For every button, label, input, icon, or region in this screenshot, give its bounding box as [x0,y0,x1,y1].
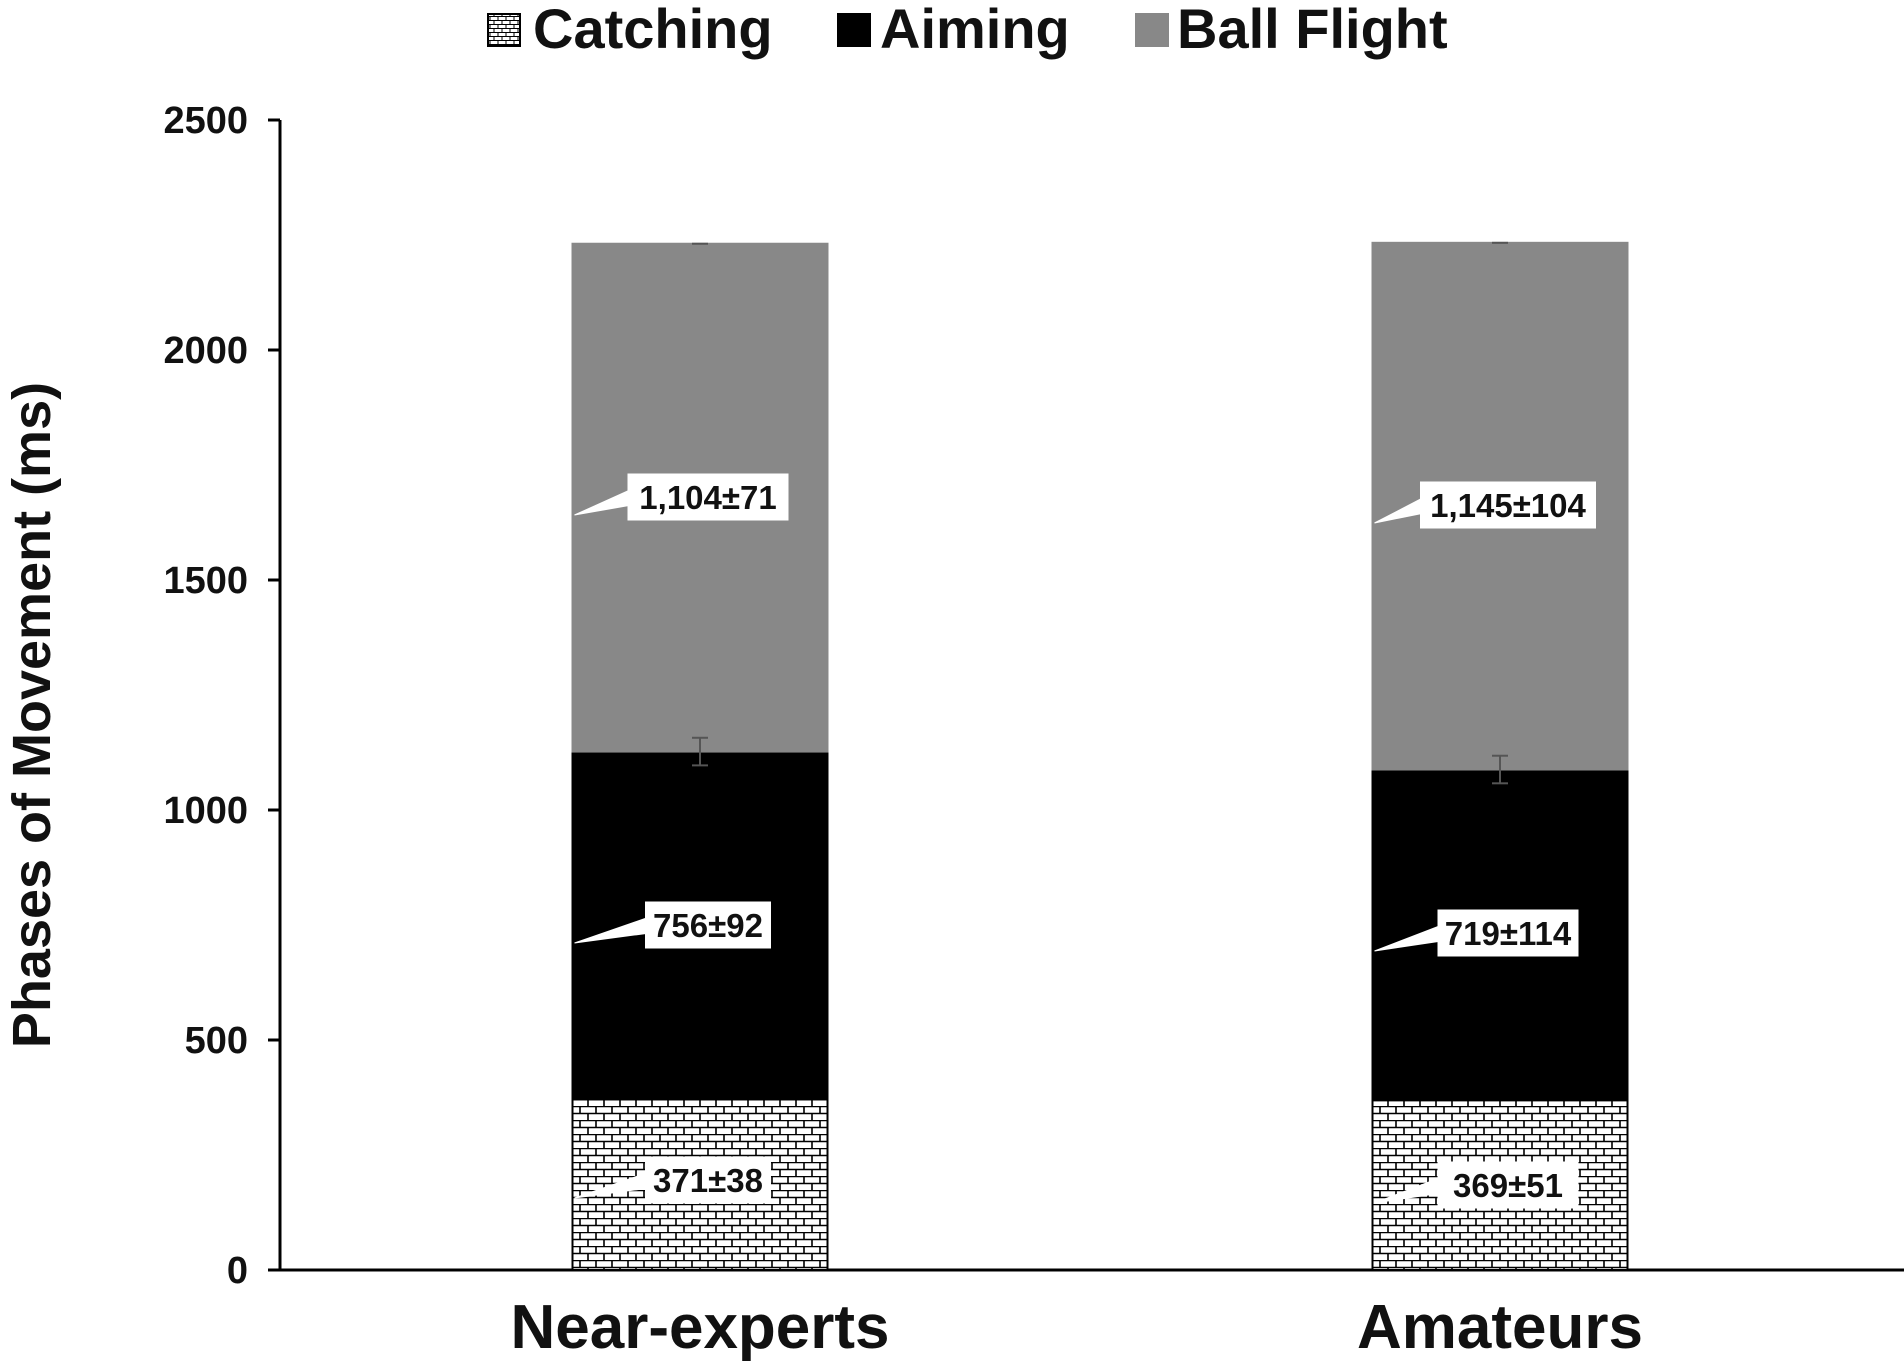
legend-label: Aiming [880,0,1070,60]
legend-swatch-catching [487,13,521,47]
y-tick-label: 2500 [163,100,248,142]
y-tick-label: 500 [185,1020,248,1062]
data-label-box [645,1156,771,1204]
legend-label: Ball Flight [1177,0,1448,60]
data-label: 1,145±104 [1430,487,1586,524]
data-label: 719±114 [1445,915,1572,952]
y-tick-label: 1000 [163,790,248,832]
data-label: 1,104±71 [639,479,776,516]
data-label-box [627,473,789,521]
legend-swatch-ball-flight [1135,13,1169,47]
y-tick-label: 2000 [163,330,248,372]
x-category-label: Near-experts [510,1293,889,1362]
y-axis-label: Phases of Movement (ms) [2,382,62,1048]
legend-label: Catching [533,0,773,60]
data-label-box [645,901,771,949]
x-category-label: Amateurs [1357,1293,1643,1362]
data-label: 756±92 [653,907,763,944]
legend-swatch-aiming [837,13,871,47]
data-label: 371±38 [653,1162,763,1199]
data-label-box [1437,909,1579,957]
data-label-box [1420,481,1596,529]
y-tick-label: 1500 [163,560,248,602]
data-label-box [1437,1161,1579,1209]
data-label: 369±51 [1453,1167,1563,1204]
y-tick-label: 0 [227,1250,248,1292]
